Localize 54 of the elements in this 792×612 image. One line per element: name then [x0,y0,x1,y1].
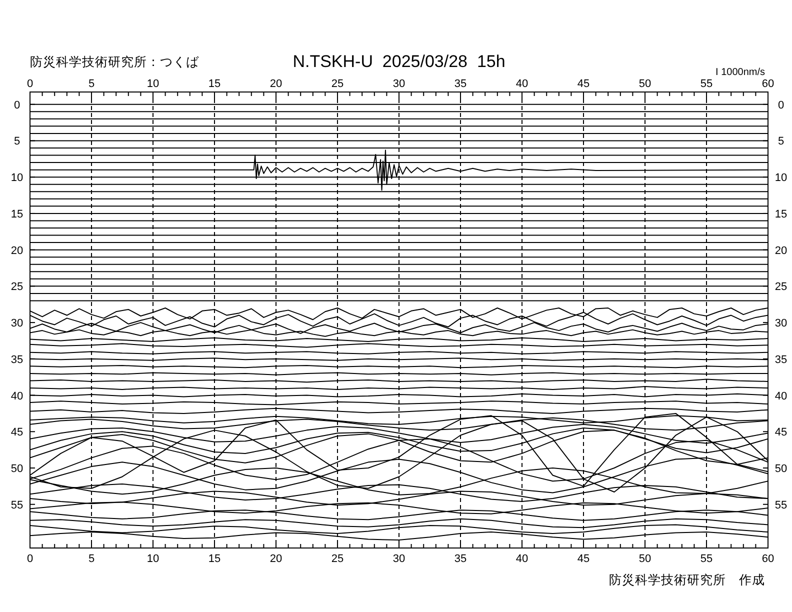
x2-tick-label: 45 [577,553,590,565]
x-tick-label: 0 [26,78,34,90]
y-tick-label: 10 [10,172,24,184]
x2-tick-label: 40 [516,553,528,565]
x2-tick-label: 5 [88,553,95,565]
x2-tick-label: 35 [454,553,467,565]
x-tick-label: 45 [577,78,590,90]
x-tick-label: 60 [762,78,774,90]
y2-tick-label: 40 [774,390,788,402]
x-tick-label: 15 [208,78,221,90]
y-tick-label: 25 [10,281,24,294]
y2-tick-label: 30 [774,318,788,330]
y2-tick-label: 45 [774,426,788,439]
x2-tick-label: 10 [146,553,160,565]
chart-title: N.TSKH-U 2025/03/28 15h [292,52,506,71]
x-tick-label: 30 [392,78,406,90]
text: I 1000nm/s [716,67,765,78]
text: 防災科学技術研究所 作成 [609,573,765,587]
y-tick-label: 55 [10,499,24,512]
x-tick-label: 20 [270,78,282,90]
x-tick-label: 55 [700,78,713,90]
y-tick-label: 0 [14,99,20,112]
x-tick-label: 10 [146,78,160,90]
y-tick-label: 5 [14,136,20,148]
y-tick-label: 50 [10,463,24,475]
x2-tick-label: 15 [208,553,221,565]
x2-tick-label: 50 [638,553,652,565]
x2-tick-label: 30 [392,553,406,565]
x-tick-label: 35 [454,78,467,90]
y-tick-label: 20 [10,244,24,257]
x2-tick-label: 20 [270,553,282,565]
y-tick-label: 40 [10,390,24,402]
y2-tick-label: 10 [774,172,788,184]
y2-tick-label: 5 [778,136,784,148]
y2-tick-label: 15 [774,208,788,220]
y2-tick-label: 20 [774,244,788,257]
text: 防災科学技術研究所：つくば [30,55,200,69]
y-tick-label: 35 [10,354,24,366]
y2-tick-label: 0 [778,99,784,112]
y-tick-label: 45 [10,426,24,439]
x-tick-label: 25 [331,78,344,90]
y2-tick-label: 50 [774,463,788,475]
y-tick-label: 30 [10,318,24,330]
x-tick-label: 50 [638,78,652,90]
x-tick-label: 40 [516,78,528,90]
x2-tick-label: 60 [762,553,774,565]
x-tick-label: 5 [88,78,95,90]
x2-tick-label: 55 [700,553,713,565]
y2-tick-label: 25 [774,281,788,294]
y-tick-label: 15 [10,208,24,220]
x2-tick-label: 0 [26,553,34,565]
y2-tick-label: 55 [774,499,788,512]
x2-tick-label: 25 [331,553,344,565]
y2-tick-label: 35 [774,354,788,366]
